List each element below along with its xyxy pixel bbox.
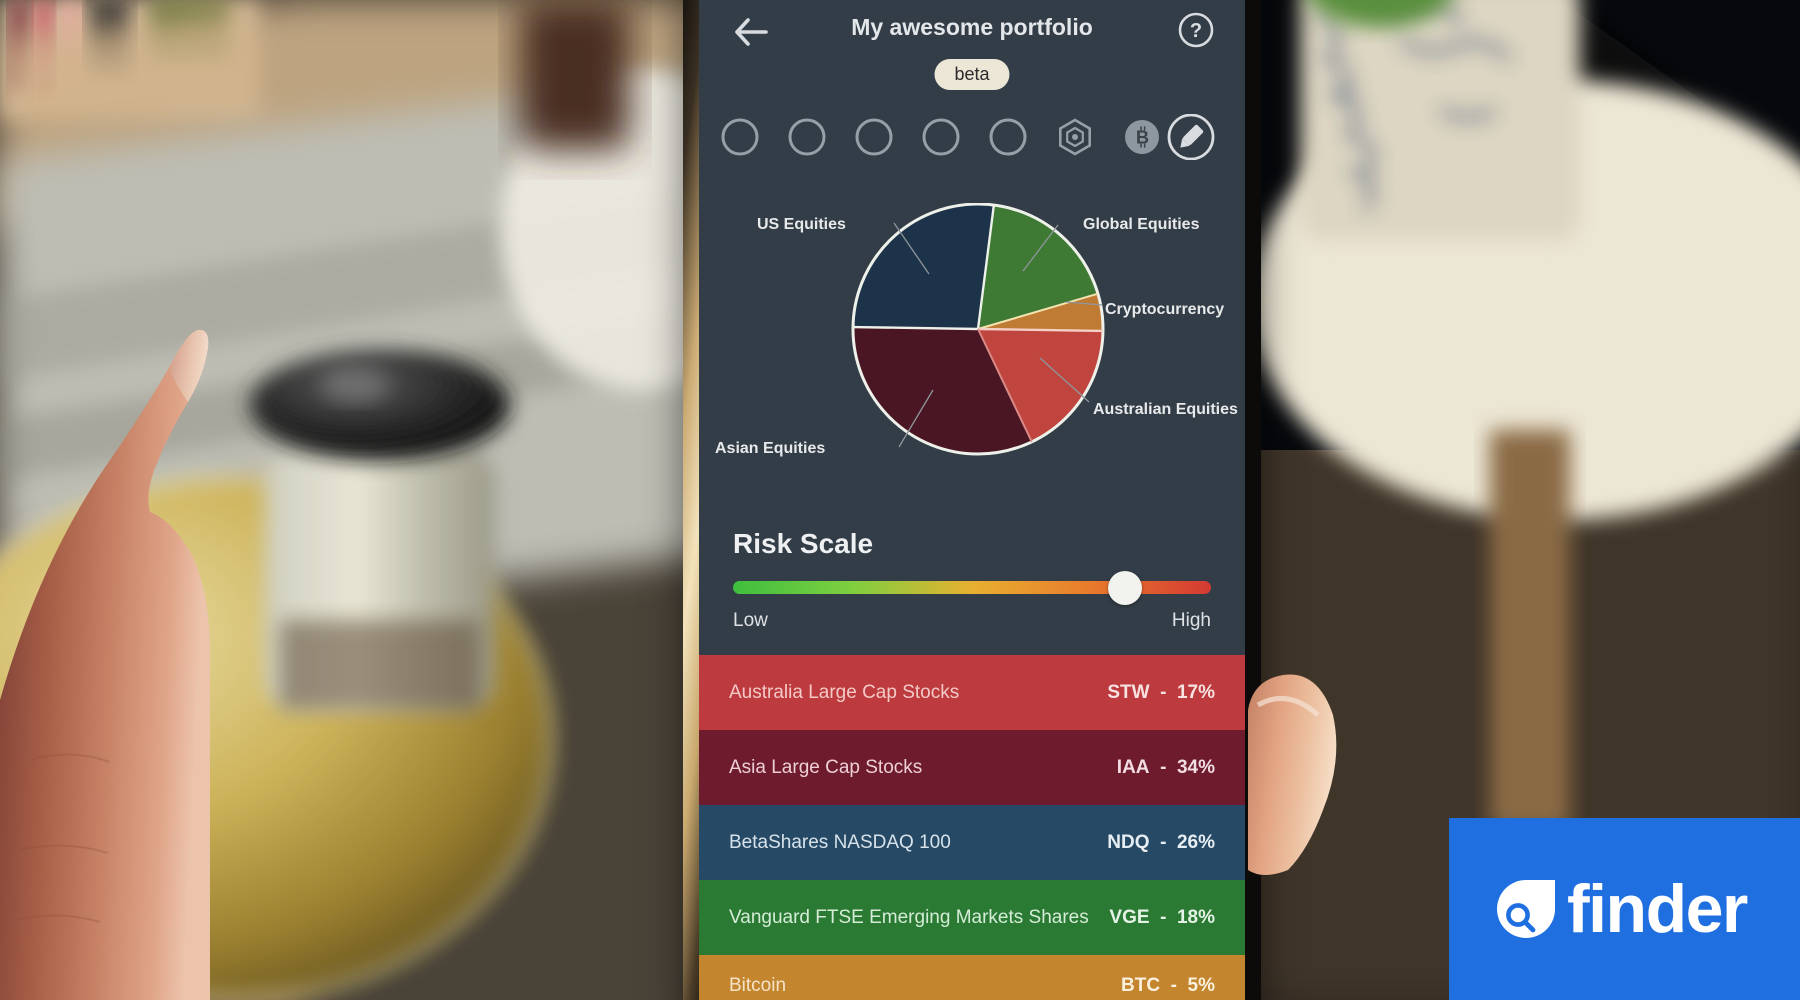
svg-text:Cryptocurrency: Cryptocurrency bbox=[1105, 301, 1224, 318]
svg-text:?: ? bbox=[1190, 20, 1202, 42]
svg-text:US Equities: US Equities bbox=[757, 216, 846, 233]
svg-text:Global Equities: Global Equities bbox=[1083, 216, 1200, 233]
svg-text:B: B bbox=[1136, 128, 1149, 148]
svg-text:Asian Equities: Asian Equities bbox=[715, 440, 825, 457]
svg-text:Australian Equities: Australian Equities bbox=[1093, 401, 1238, 418]
